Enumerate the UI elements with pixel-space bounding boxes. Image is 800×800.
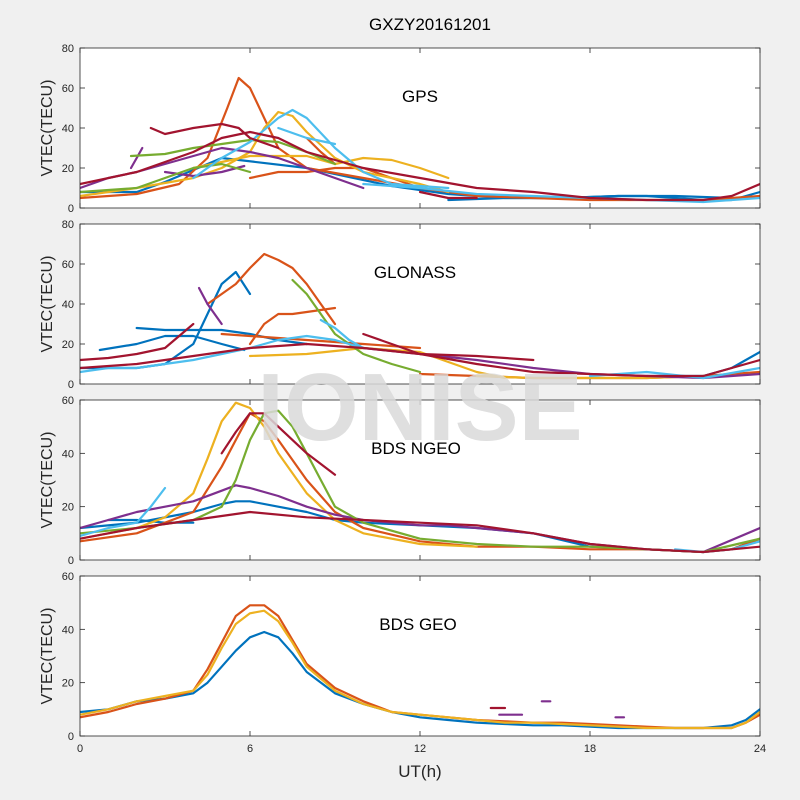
y-axis-label: VTEC(TECU) [39,608,56,705]
series-line-11 [197,286,223,326]
series-line-5 [206,252,337,326]
series-line-17 [149,122,280,150]
series-line-18 [80,342,760,378]
plot-area [80,224,760,384]
series-group [80,401,760,554]
y-tick-label: 40 [62,624,74,636]
y-tick-label: 80 [62,219,74,231]
x-tick-label: 18 [584,743,596,755]
panel-1: 0 20 40 60 80 VTEC(TECU) GPS [39,43,761,215]
y-tick-label: 40 [62,299,74,311]
series-line-10 [129,146,144,170]
plot-area [80,576,760,736]
y-tick-label: 60 [62,259,74,271]
series-line-3 [80,76,760,202]
series-line-15 [362,182,760,204]
x-tick-label: 6 [247,743,253,755]
series-line-18 [418,190,478,200]
series-line-13 [192,108,450,190]
series-group [80,76,760,204]
series-line-4 [80,401,478,548]
y-axis-label: VTEC(TECU) [39,80,56,177]
panel-title: GPS [402,87,438,106]
y-tick-label: 40 [62,123,74,135]
series-line-14 [80,334,365,374]
panel-title: BDS NGEO [371,439,461,458]
series-group [80,252,760,380]
y-tick-label: 60 [62,83,74,95]
series-line-16 [80,130,760,202]
y-tick-label: 0 [68,555,74,567]
x-tick-label: 12 [414,743,426,755]
y-tick-label: 20 [62,678,74,690]
series-line-9 [220,412,337,476]
series-line-12 [80,162,252,194]
y-tick-label: 0 [68,203,74,215]
series-line-6 [80,409,760,554]
panel-2: 0 20 40 60 80 VTEC(TECU) GLONASS [39,219,761,391]
series-line-13 [291,278,422,374]
watermark: IONISE [257,354,582,461]
series-line-19 [362,332,535,362]
series-group [80,604,760,730]
y-tick-label: 60 [62,571,74,583]
y-tick-label: 20 [62,502,74,514]
y-tick-label: 40 [62,448,74,460]
x-tick-label: 0 [77,743,83,755]
y-axis-label: VTEC(TECU) [39,256,56,353]
series-line-15 [319,318,365,350]
y-tick-label: 0 [68,731,74,743]
y-tick-label: 0 [68,379,74,391]
figure-title: GXZY20161201 [369,15,491,34]
series-line-5 [305,136,337,166]
panel-title: GLONASS [374,263,456,282]
series-line-10 [80,510,760,554]
plot-area [80,400,760,560]
y-axis-label: VTEC(TECU) [39,432,56,529]
y-tick-label: 80 [62,43,74,55]
x-axis-label: UT(h) [398,762,441,781]
y-tick-label: 20 [62,163,74,175]
y-tick-label: 20 [62,339,74,351]
y-tick-label: 60 [62,395,74,407]
series-line-3 [80,609,760,730]
x-tick-label: 24 [754,743,766,755]
series-line-7 [248,306,337,346]
panel-3: 0 20 40 60 VTEC(TECU) BDS NGEO [39,395,761,567]
series-line-7 [80,486,167,538]
panel-4: 0 20 40 60 0 6 12 18 24 VTEC(TECU) BDS GEO [39,571,766,755]
panel-title: BDS GEO [379,615,456,634]
series-line-14 [277,126,337,146]
series-line-17 [80,322,195,362]
